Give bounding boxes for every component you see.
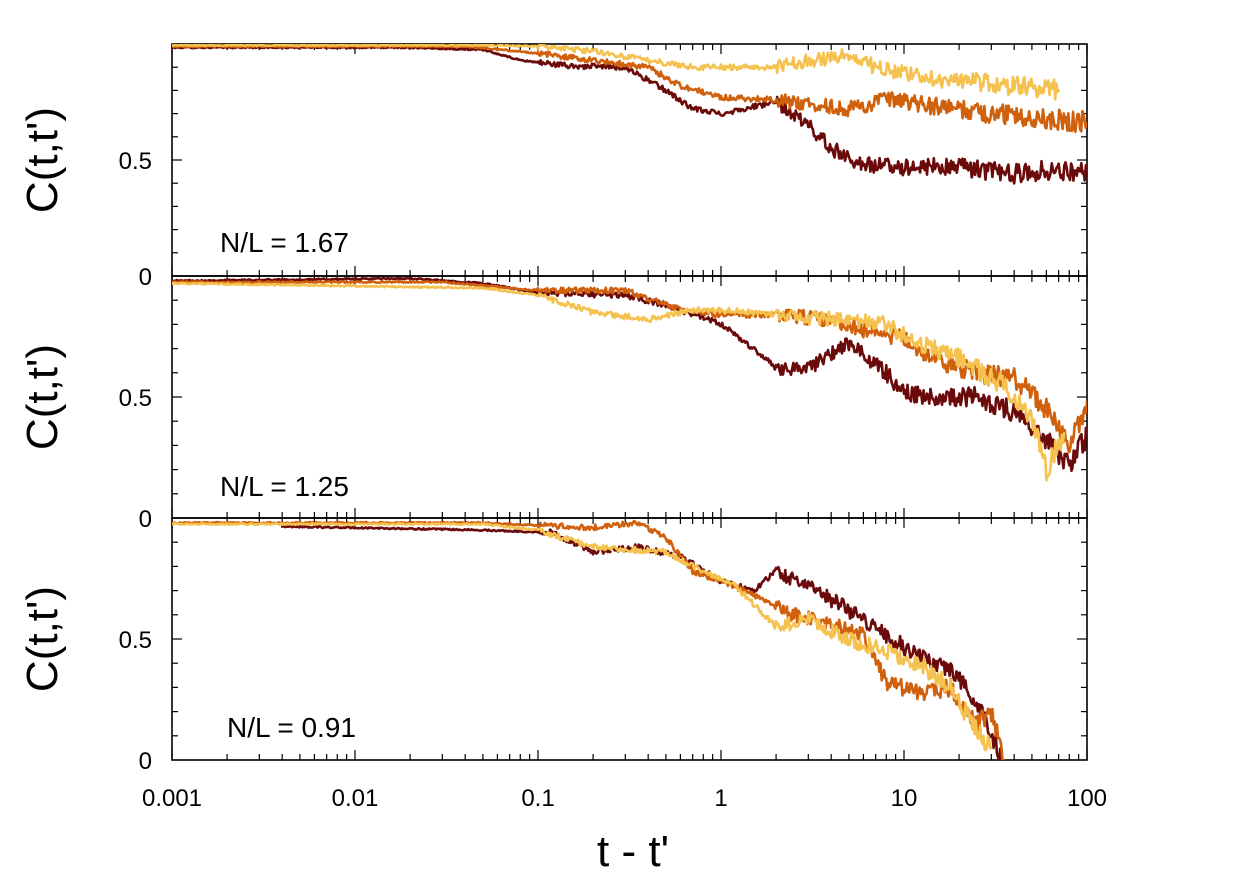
- x-tick-label: 0.01: [332, 785, 379, 812]
- y-tick-label: 0.5: [119, 385, 152, 412]
- y-axis-title: C(t,t'): [18, 107, 67, 213]
- panels-group: 0.5 0 C(t,t') N/L = 1.67 0.5 0 C(t,t') N/L = 1.…: [18, 43, 1088, 775]
- panel-3: 0.5 0 C(t,t') N/L = 0.91: [18, 517, 1088, 775]
- y-axis-title: C(t,t'): [18, 344, 67, 450]
- series-line-dark: [280, 524, 1005, 760]
- x-tick-label: 100: [1067, 785, 1107, 812]
- series-line-orange: [172, 280, 1087, 454]
- series-line-orange: [172, 519, 1005, 760]
- x-tick-label: 1: [714, 785, 727, 812]
- panel-annotation: N/L = 1.25: [220, 471, 349, 502]
- series-line-dark: [172, 45, 1087, 185]
- x-tick-label: 0.001: [142, 785, 202, 812]
- y-tick-label: 0.5: [119, 627, 152, 654]
- series-line-yellow: [172, 281, 1066, 482]
- x-tick-label: 10: [891, 785, 918, 812]
- panel-1: 0.5 0 C(t,t') N/L = 1.67: [18, 43, 1088, 291]
- series-line-yellow: [172, 522, 993, 752]
- x-axis: 0.001 0.01 0.1 1 10 100: [142, 785, 1107, 812]
- y-tick-label: 0: [139, 748, 152, 775]
- series-line-yellow: [172, 44, 1060, 101]
- x-axis-title: t - t': [597, 827, 669, 876]
- panel-2: 0.5 0 C(t,t') N/L = 1.25: [18, 275, 1088, 533]
- panel-annotation: N/L = 0.91: [227, 712, 356, 743]
- y-tick-label: 0: [139, 264, 152, 291]
- series-line-dark: [172, 276, 1087, 473]
- y-tick-label: 0: [139, 506, 152, 533]
- y-tick-label: 0.5: [119, 148, 152, 175]
- y-axis-title: C(t,t'): [18, 586, 67, 692]
- x-tick-label: 0.1: [521, 785, 554, 812]
- panel-annotation: N/L = 1.67: [220, 227, 349, 258]
